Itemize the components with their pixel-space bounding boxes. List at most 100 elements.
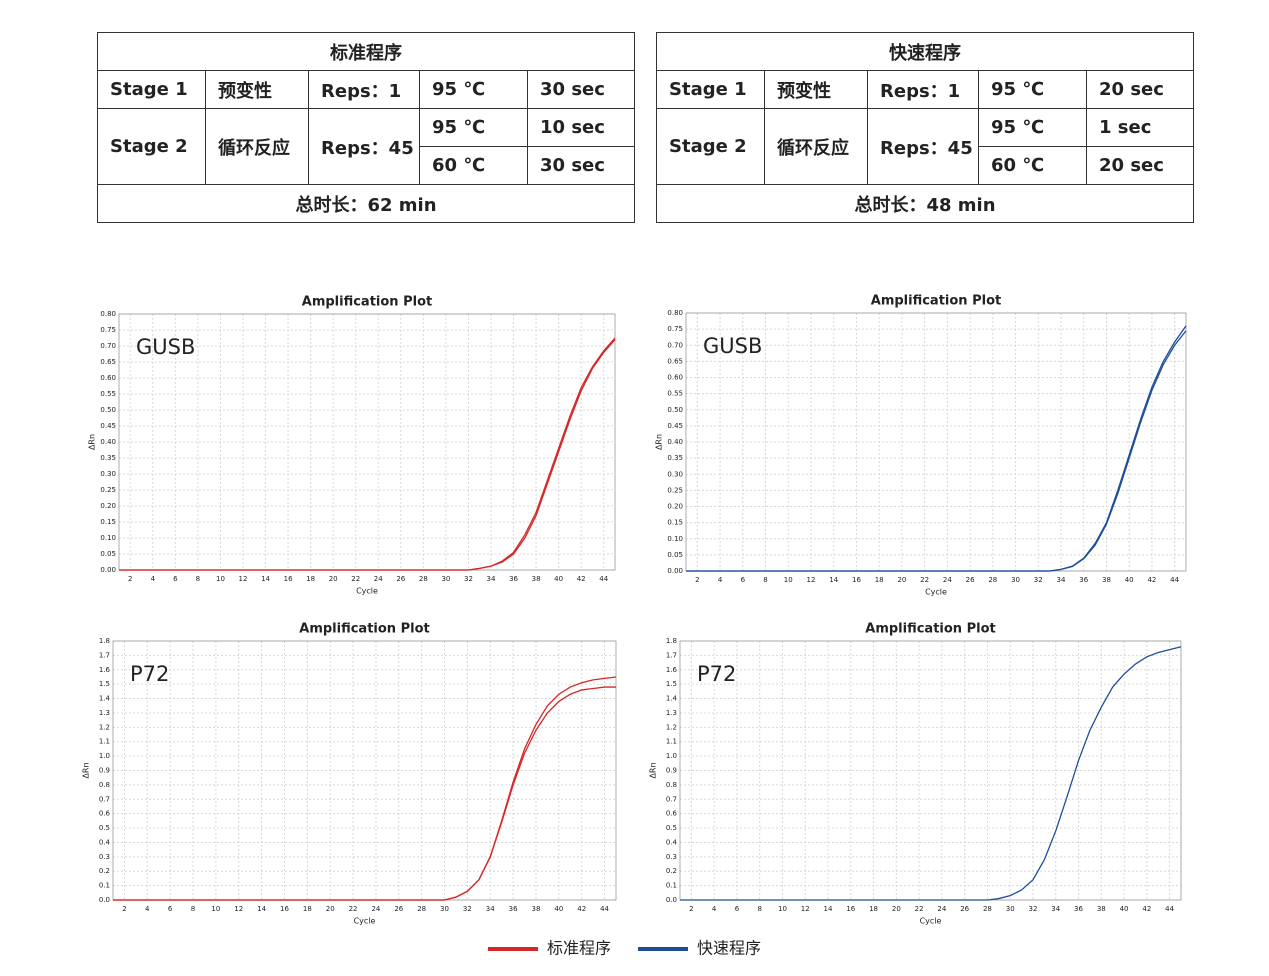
x-tick-label: 6 xyxy=(735,905,740,913)
y-tick-label: 0.7 xyxy=(666,795,677,803)
table-total: 总时长：62 min xyxy=(97,184,635,223)
x-tick-label: 6 xyxy=(173,575,178,583)
y-axis-label: ΔRn xyxy=(82,762,91,778)
x-tick-label: 4 xyxy=(718,576,723,584)
x-tick-label: 38 xyxy=(1102,576,1111,584)
x-tick-label: 8 xyxy=(763,576,767,584)
x-tick-label: 24 xyxy=(374,575,383,583)
y-tick-label: 0.15 xyxy=(100,518,116,526)
x-tick-label: 32 xyxy=(1029,905,1038,913)
y-tick-label: 1.7 xyxy=(99,651,110,659)
y-tick-label: 0.10 xyxy=(100,534,116,542)
x-tick-label: 44 xyxy=(599,575,608,583)
y-tick-label: 0.60 xyxy=(100,374,116,382)
x-tick-label: 38 xyxy=(532,905,541,913)
y-tick-label: 0.00 xyxy=(667,567,683,575)
y-tick-label: 0.75 xyxy=(667,325,683,333)
table-title: 快速程序 xyxy=(656,32,1194,71)
x-tick-label: 30 xyxy=(1006,905,1015,913)
y-tick-label: 0.70 xyxy=(667,341,683,349)
cell: Stage 2 xyxy=(97,108,206,185)
x-tick-label: 30 xyxy=(441,575,450,583)
x-tick-label: 18 xyxy=(303,905,312,913)
cell: 60 ℃ xyxy=(978,146,1087,185)
x-axis-label: Cycle xyxy=(354,917,376,926)
y-tick-label: 0.40 xyxy=(100,438,116,446)
chart-title: Amplification Plot xyxy=(302,295,432,310)
y-tick-label: 0.10 xyxy=(667,535,683,543)
x-tick-label: 24 xyxy=(371,905,380,913)
x-tick-label: 20 xyxy=(329,575,338,583)
x-tick-label: 10 xyxy=(784,576,793,584)
x-tick-label: 32 xyxy=(1034,576,1043,584)
series-line xyxy=(113,686,616,901)
series-line xyxy=(113,676,617,901)
y-tick-label: 0.1 xyxy=(99,882,110,890)
x-tick-label: 32 xyxy=(464,575,473,583)
y-tick-label: 1.5 xyxy=(99,680,110,688)
x-tick-label: 34 xyxy=(486,905,495,913)
annotation: P72 xyxy=(697,662,736,686)
x-tick-label: 22 xyxy=(920,576,929,584)
plot-frame xyxy=(112,640,617,901)
cell: 95 ℃ xyxy=(419,108,528,147)
y-tick-label: 0.8 xyxy=(99,781,110,789)
x-tick-label: 36 xyxy=(509,905,518,913)
cell: Stage 2 xyxy=(656,108,765,185)
y-tick-label: 0.35 xyxy=(100,454,116,462)
x-tick-label: 30 xyxy=(440,905,449,913)
cell: 20 sec xyxy=(1086,146,1194,185)
x-tick-label: 40 xyxy=(554,905,563,913)
y-tick-label: 0.0 xyxy=(99,896,110,904)
x-tick-label: 44 xyxy=(1165,905,1174,913)
x-tick-label: 40 xyxy=(554,575,563,583)
x-tick-label: 34 xyxy=(487,575,496,583)
series-line xyxy=(686,330,1187,572)
y-tick-label: 0.80 xyxy=(667,309,683,317)
x-axis-label: Cycle xyxy=(925,588,947,597)
cell: 30 sec xyxy=(527,146,635,185)
x-tick-label: 26 xyxy=(966,576,975,584)
y-tick-label: 0.20 xyxy=(667,503,683,511)
y-tick-label: 0.1 xyxy=(666,882,677,890)
x-tick-label: 26 xyxy=(960,905,969,913)
y-tick-label: 0.7 xyxy=(99,795,110,803)
x-tick-label: 4 xyxy=(145,905,150,913)
x-tick-label: 8 xyxy=(191,905,195,913)
x-tick-label: 26 xyxy=(396,575,405,583)
legend-label: 标准程序 xyxy=(547,939,611,958)
y-tick-label: 0.65 xyxy=(100,358,116,366)
x-axis-label: Cycle xyxy=(920,917,942,926)
cell: 10 sec xyxy=(527,108,635,147)
table-title: 标准程序 xyxy=(97,32,635,71)
x-tick-label: 6 xyxy=(741,576,746,584)
y-tick-label: 0.70 xyxy=(100,342,116,350)
y-tick-label: 0.05 xyxy=(100,550,116,558)
annotation: P72 xyxy=(130,662,169,686)
y-tick-label: 0.15 xyxy=(667,519,683,527)
x-tick-label: 16 xyxy=(280,905,289,913)
y-tick-label: 1.0 xyxy=(99,752,110,760)
cell: Stage 1 xyxy=(97,70,206,109)
y-tick-label: 1.4 xyxy=(666,695,678,703)
x-tick-label: 44 xyxy=(600,905,609,913)
y-tick-label: 0.0 xyxy=(666,896,677,904)
y-tick-label: 1.6 xyxy=(666,666,678,674)
x-tick-label: 8 xyxy=(196,575,200,583)
y-tick-label: 1.3 xyxy=(99,709,110,717)
y-tick-label: 0.30 xyxy=(100,470,116,478)
y-tick-label: 1.1 xyxy=(666,738,677,746)
cell: 1 sec xyxy=(1086,108,1194,147)
x-tick-label: 12 xyxy=(801,905,810,913)
x-tick-label: 24 xyxy=(937,905,946,913)
y-tick-label: 0.55 xyxy=(667,390,683,398)
x-tick-label: 22 xyxy=(915,905,924,913)
x-tick-label: 14 xyxy=(261,575,270,583)
y-tick-label: 1.8 xyxy=(99,637,110,645)
y-tick-label: 0.05 xyxy=(667,551,683,559)
x-tick-label: 42 xyxy=(577,575,586,583)
